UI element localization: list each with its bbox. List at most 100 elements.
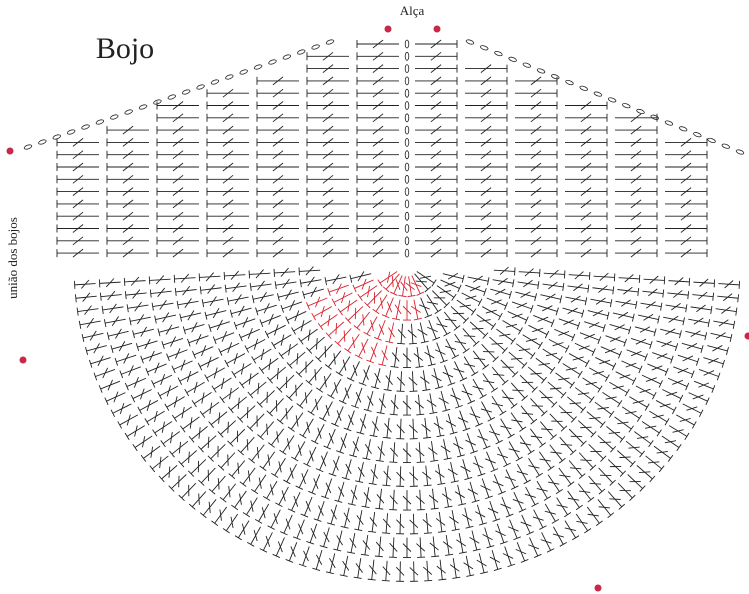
stitch <box>257 89 299 97</box>
stitch <box>449 510 459 530</box>
stitch <box>480 478 492 498</box>
stitch <box>383 418 392 438</box>
stitch <box>375 537 384 557</box>
stitch <box>423 513 432 533</box>
stitch <box>468 482 480 502</box>
stitch <box>377 393 386 413</box>
stitch <box>443 365 455 385</box>
stitch <box>299 267 320 276</box>
stitch <box>410 561 418 581</box>
stitch <box>450 558 460 578</box>
stitch <box>465 89 507 97</box>
stitch <box>179 451 197 468</box>
stitch <box>470 531 481 551</box>
stitch <box>575 388 594 403</box>
stitch <box>416 490 425 510</box>
stitch <box>576 514 591 533</box>
stitch <box>457 300 476 315</box>
stitch <box>662 389 682 402</box>
stitch <box>118 414 138 428</box>
stitch <box>515 249 557 257</box>
stitch <box>465 200 507 208</box>
stitch <box>550 445 566 463</box>
stitches <box>24 39 745 581</box>
stitch <box>656 400 676 413</box>
stitch <box>102 304 123 314</box>
chain <box>405 163 409 171</box>
stitch <box>711 333 732 342</box>
stitch <box>239 373 258 388</box>
stitch <box>435 464 445 484</box>
stitch <box>665 188 707 196</box>
stitch <box>207 237 249 245</box>
stitch <box>249 270 270 279</box>
stitch <box>257 212 299 220</box>
stitch <box>477 553 488 573</box>
stitch <box>615 225 657 233</box>
stitch <box>355 339 368 359</box>
stitch <box>665 138 707 146</box>
stitch <box>565 188 607 196</box>
stitch <box>530 398 547 416</box>
stitch <box>218 421 236 438</box>
stitch <box>230 306 251 318</box>
stitch <box>274 268 295 277</box>
stitch <box>503 321 523 335</box>
stitch <box>615 151 657 159</box>
stitch <box>482 307 502 321</box>
stitch <box>306 524 316 544</box>
stitch <box>615 212 657 220</box>
stitch <box>544 270 565 278</box>
stitch <box>340 556 349 576</box>
marker <box>385 26 392 33</box>
stitch <box>205 308 226 319</box>
stitch <box>303 287 324 299</box>
stitch <box>268 510 281 530</box>
stitch <box>667 290 688 299</box>
stitch <box>275 279 296 289</box>
stitch <box>515 237 557 245</box>
stitch <box>180 310 201 321</box>
stitch <box>416 442 425 462</box>
stitch <box>515 114 557 122</box>
stitch <box>606 426 625 442</box>
stitch <box>415 200 457 208</box>
stitch <box>579 453 596 471</box>
stitch <box>515 163 557 171</box>
chain <box>707 137 716 143</box>
stitch <box>456 533 467 553</box>
stitch <box>326 553 335 573</box>
stitch <box>554 329 575 341</box>
stitch <box>252 292 273 303</box>
stitch <box>500 419 514 438</box>
stitch <box>439 391 450 411</box>
chain <box>405 200 409 208</box>
stitch <box>300 277 321 287</box>
stitch <box>464 357 478 376</box>
stitch <box>617 451 635 468</box>
stitch <box>188 459 206 476</box>
stitch <box>537 305 558 315</box>
stitch <box>666 303 687 312</box>
stitch <box>403 443 411 463</box>
stitch <box>569 272 590 280</box>
chain <box>167 94 176 100</box>
stitch <box>378 272 397 287</box>
stitch <box>446 414 457 434</box>
stitch <box>306 367 322 385</box>
stitch <box>468 276 489 285</box>
stitch <box>515 200 557 208</box>
stitch <box>565 212 607 220</box>
stitch <box>257 200 299 208</box>
stitch <box>465 225 507 233</box>
stitch <box>136 339 157 351</box>
stitch <box>503 546 515 566</box>
top-label: Alça <box>400 3 425 18</box>
stitch <box>453 437 465 457</box>
stitch <box>608 459 626 476</box>
stitch <box>465 212 507 220</box>
stitch <box>515 89 557 97</box>
stitch <box>465 433 477 453</box>
stitch <box>265 325 285 339</box>
chain <box>67 129 76 135</box>
